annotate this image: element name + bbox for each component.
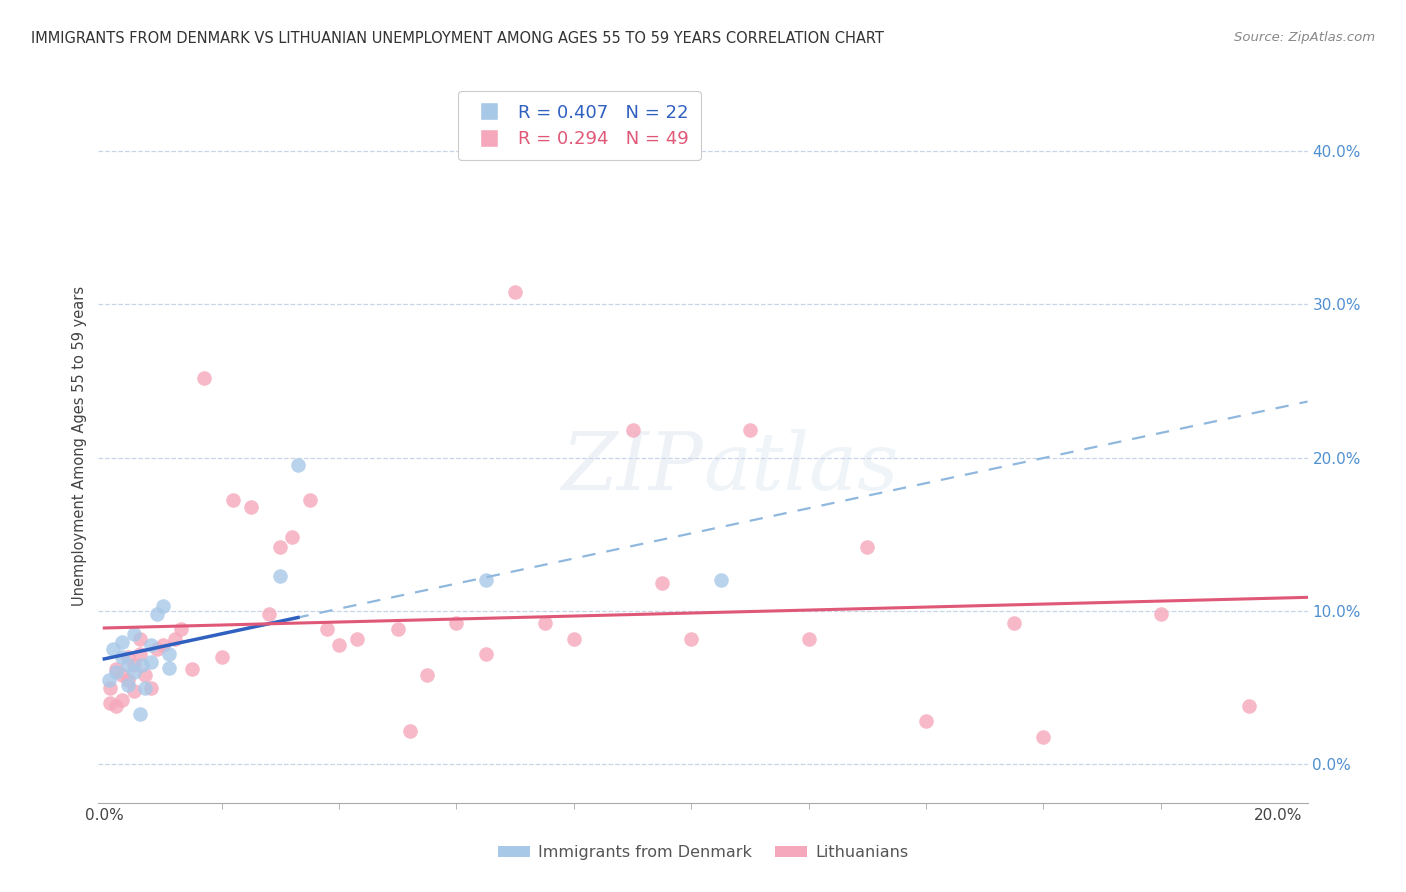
Point	[533, 616, 555, 631]
Point	[269, 568, 291, 582]
Point	[105, 665, 128, 680]
Point	[328, 638, 350, 652]
Point	[211, 650, 233, 665]
Point	[122, 665, 145, 680]
Point	[157, 661, 180, 675]
Point	[1002, 616, 1025, 631]
Point	[98, 673, 121, 687]
Point	[346, 632, 368, 646]
Point	[621, 423, 644, 437]
Point	[387, 623, 409, 637]
Point	[146, 642, 169, 657]
Point	[128, 706, 150, 721]
Point	[398, 723, 420, 738]
Point	[111, 693, 134, 707]
Point	[316, 623, 339, 637]
Point	[738, 423, 761, 437]
Point	[1237, 699, 1260, 714]
Point	[111, 634, 134, 648]
Point	[163, 632, 186, 646]
Point	[122, 657, 145, 672]
Point	[141, 681, 163, 695]
Point	[710, 574, 733, 588]
Point	[446, 616, 468, 631]
Point	[111, 650, 134, 665]
Point	[105, 662, 128, 676]
Point	[152, 599, 174, 614]
Point	[240, 500, 263, 514]
Point	[562, 632, 585, 646]
Point	[128, 647, 150, 661]
Point	[111, 668, 134, 682]
Point	[503, 285, 526, 299]
Point	[797, 632, 820, 646]
Point	[117, 678, 139, 692]
Point	[1150, 607, 1173, 621]
Point	[134, 681, 156, 695]
Point	[287, 458, 309, 473]
Text: Source: ZipAtlas.com: Source: ZipAtlas.com	[1234, 31, 1375, 45]
Point	[134, 668, 156, 682]
Point	[193, 370, 215, 384]
Point	[1032, 730, 1054, 744]
Point	[98, 681, 121, 695]
Point	[169, 623, 191, 637]
Point	[222, 493, 245, 508]
Point	[416, 668, 439, 682]
Point	[101, 642, 124, 657]
Point	[122, 683, 145, 698]
Text: atlas: atlas	[703, 429, 898, 506]
Point	[298, 493, 321, 508]
Point	[141, 655, 163, 669]
Point	[915, 714, 938, 729]
Point	[98, 696, 121, 710]
Y-axis label: Unemployment Among Ages 55 to 59 years: Unemployment Among Ages 55 to 59 years	[72, 286, 87, 606]
Point	[141, 638, 163, 652]
Point	[128, 632, 150, 646]
Point	[475, 574, 498, 588]
Point	[117, 673, 139, 687]
Point	[146, 607, 169, 621]
Point	[681, 632, 703, 646]
Point	[152, 638, 174, 652]
Point	[269, 540, 291, 554]
Text: ZIP: ZIP	[561, 429, 703, 506]
Legend: Immigrants from Denmark, Lithuanians: Immigrants from Denmark, Lithuanians	[491, 838, 915, 866]
Point	[475, 647, 498, 661]
Text: IMMIGRANTS FROM DENMARK VS LITHUANIAN UNEMPLOYMENT AMONG AGES 55 TO 59 YEARS COR: IMMIGRANTS FROM DENMARK VS LITHUANIAN UN…	[31, 31, 884, 46]
Point	[117, 650, 139, 665]
Point	[257, 607, 280, 621]
Point	[122, 627, 145, 641]
Point	[181, 662, 204, 676]
Point	[105, 699, 128, 714]
Point	[131, 657, 153, 672]
Point	[281, 530, 304, 544]
Point	[117, 657, 139, 672]
Point	[856, 540, 879, 554]
Point	[651, 576, 673, 591]
Point	[157, 647, 180, 661]
